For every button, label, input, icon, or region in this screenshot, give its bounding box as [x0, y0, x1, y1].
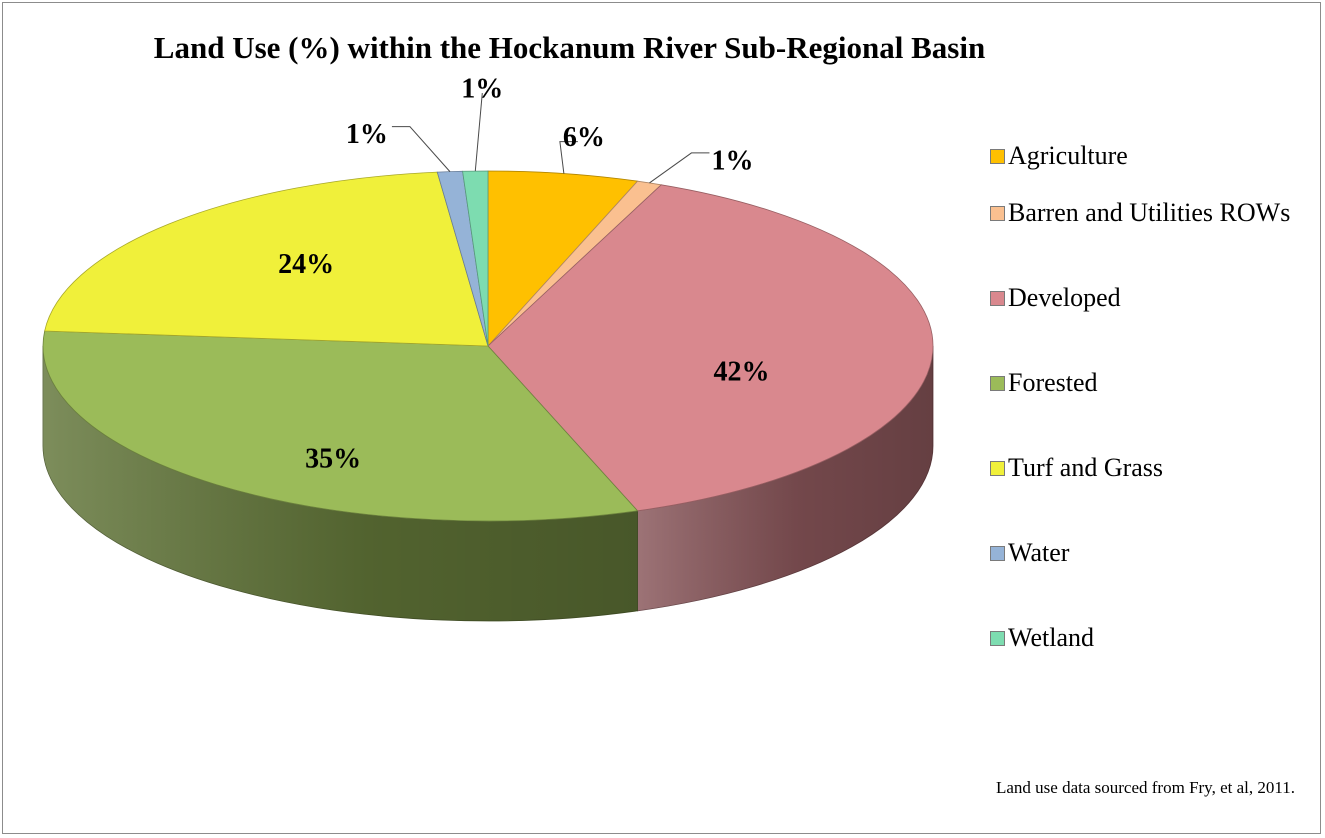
legend-label-wetland: Wetland: [1008, 623, 1094, 652]
legend-label-agriculture: Agriculture: [1008, 141, 1128, 170]
legend-item-turf-and-grass: Turf and Grass: [990, 452, 1298, 484]
legend-swatch-developed: [990, 291, 1005, 306]
legend-label-developed: Developed: [1008, 283, 1121, 312]
pie-sides: [42, 345, 934, 622]
legend-item-developed: Developed: [990, 282, 1298, 314]
legend-swatch-forested: [990, 376, 1005, 391]
legend-label-barren-and-utilities-rows: Barren and Utilities ROWs: [1008, 198, 1291, 227]
leader-line-agriculture: [559, 141, 578, 174]
legend-label-turf-and-grass: Turf and Grass: [1008, 453, 1164, 482]
pie-slice-agriculture: [487, 170, 639, 348]
pie-slice-turf-and-grass: [44, 171, 489, 347]
leader-line-water: [391, 126, 451, 172]
legend-item-forested: Forested: [990, 367, 1298, 399]
pie-slice-forested: [42, 330, 639, 522]
legend-swatch-wetland: [990, 631, 1005, 646]
chart-title: Land Use (%) within the Hockanum River S…: [153, 30, 986, 65]
legend-swatch-agriculture: [990, 149, 1005, 164]
source-note: Land use data sourced from Fry, et al, 2…: [996, 778, 1295, 797]
leader-line-barren-and-utilities-rows: [649, 152, 710, 184]
data-label-forested: 35%: [305, 444, 361, 475]
legend-label-water: Water: [1008, 538, 1070, 567]
legend-swatch-turf-and-grass: [990, 461, 1005, 476]
pie-slice-developed: [487, 184, 934, 512]
legend-item-agriculture: Agriculture: [990, 140, 1298, 172]
legend-swatch-barren-and-utilities-rows: [990, 206, 1005, 221]
pie-tops: [42, 170, 934, 522]
legend-swatch-water: [990, 546, 1005, 561]
data-label-water: 1%: [346, 119, 388, 150]
legend-item-barren-and-utilities-rows: Barren and Utilities ROWs: [990, 197, 1298, 229]
pie-side-shade-developed: [637, 346, 933, 611]
leader-line-wetland: [474, 93, 483, 172]
legend-item-water: Water: [990, 537, 1298, 569]
data-label-wetland: 1%: [461, 73, 503, 104]
pie-side-shade-forested: [43, 346, 638, 621]
data-label-agriculture: 6%: [563, 122, 605, 153]
data-label-barren-and-utilities-rows: 1%: [711, 145, 753, 176]
leader-lines: [391, 93, 710, 184]
legend-label-forested: Forested: [1008, 368, 1098, 397]
data-labels: 6% 1% 42% 35% 24% 1% 1%: [278, 73, 769, 474]
legend-item-wetland: Wetland: [990, 622, 1298, 654]
data-label-turf-and-grass: 24%: [278, 249, 334, 280]
data-label-developed: 42%: [714, 357, 770, 388]
